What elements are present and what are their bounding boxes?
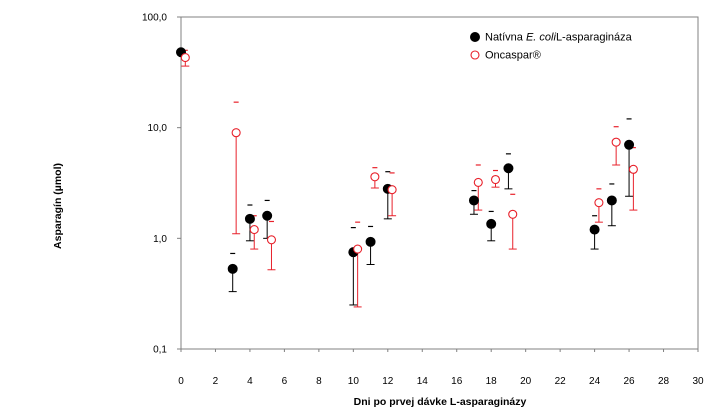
data-point-oncaspar — [594, 198, 604, 208]
data-point-native — [503, 163, 514, 174]
data-point-oncaspar — [473, 177, 483, 187]
data-point-oncaspar — [231, 128, 241, 138]
data-point-native — [589, 224, 600, 235]
x-tick-label: 12 — [382, 376, 394, 387]
plot-frame — [180, 16, 699, 350]
x-tick-label: 30 — [692, 376, 704, 387]
data-point-native — [244, 213, 255, 224]
data-point-native — [624, 139, 635, 150]
legend: Natívna E. coliL-asparagináza Oncaspar® — [470, 32, 633, 62]
data-point-oncaspar — [353, 244, 363, 254]
x-tick-label: 2 — [213, 376, 219, 387]
x-tick-label: 14 — [417, 376, 429, 387]
data-point-oncaspar — [387, 185, 397, 195]
data-point-oncaspar — [628, 164, 638, 174]
data-point-native — [468, 195, 479, 206]
y-tick-label: 100,0 — [142, 13, 167, 24]
legend-marker-oncaspar — [470, 50, 480, 60]
x-tick-label: 10 — [348, 376, 360, 387]
x-tick-label: 4 — [247, 376, 253, 387]
data-markers — [176, 47, 638, 274]
x-axis-ticks: 0 2 4 6 8 10 12 14 16 18 20 22 24 26 28 30 — [178, 349, 704, 387]
y-axis-ticks: 0,1 1,0 10,0 100,0 — [142, 13, 181, 356]
legend-marker-native — [470, 32, 480, 42]
x-tick-label: 8 — [316, 376, 322, 387]
x-tick-label: 16 — [451, 376, 463, 387]
x-tick-label: 0 — [178, 376, 184, 387]
data-point-oncaspar — [249, 225, 259, 235]
x-tick-label: 28 — [658, 376, 670, 387]
data-point-oncaspar — [266, 235, 277, 245]
data-point-native — [262, 210, 273, 221]
x-tick-label: 18 — [486, 376, 498, 387]
y-tick-label: 0,1 — [153, 345, 167, 356]
data-point-native — [227, 263, 238, 274]
data-point-oncaspar — [490, 174, 501, 185]
legend-label-oncaspar: Oncaspar® — [485, 50, 541, 62]
data-point-native — [486, 218, 497, 229]
y-axis-label: Asparagín (µmol) — [52, 163, 64, 249]
x-tick-label: 22 — [555, 376, 567, 387]
data-point-oncaspar — [508, 209, 518, 219]
x-axis-label: Dni po prvej dávke L-asparaginázy — [354, 396, 527, 408]
data-point-native — [365, 236, 376, 247]
data-point-oncaspar — [370, 172, 380, 182]
x-tick-label: 24 — [589, 376, 601, 387]
x-tick-label: 20 — [520, 376, 532, 387]
y-tick-label: 10,0 — [148, 123, 168, 134]
y-tick-label: 1,0 — [153, 234, 167, 245]
data-point-native — [606, 195, 617, 206]
legend-label-native: Natívna E. coliL-asparagináza — [485, 32, 633, 44]
x-tick-label: 6 — [282, 376, 288, 387]
data-point-oncaspar — [611, 137, 621, 147]
x-tick-label: 26 — [624, 376, 636, 387]
data-point-oncaspar — [180, 53, 190, 63]
